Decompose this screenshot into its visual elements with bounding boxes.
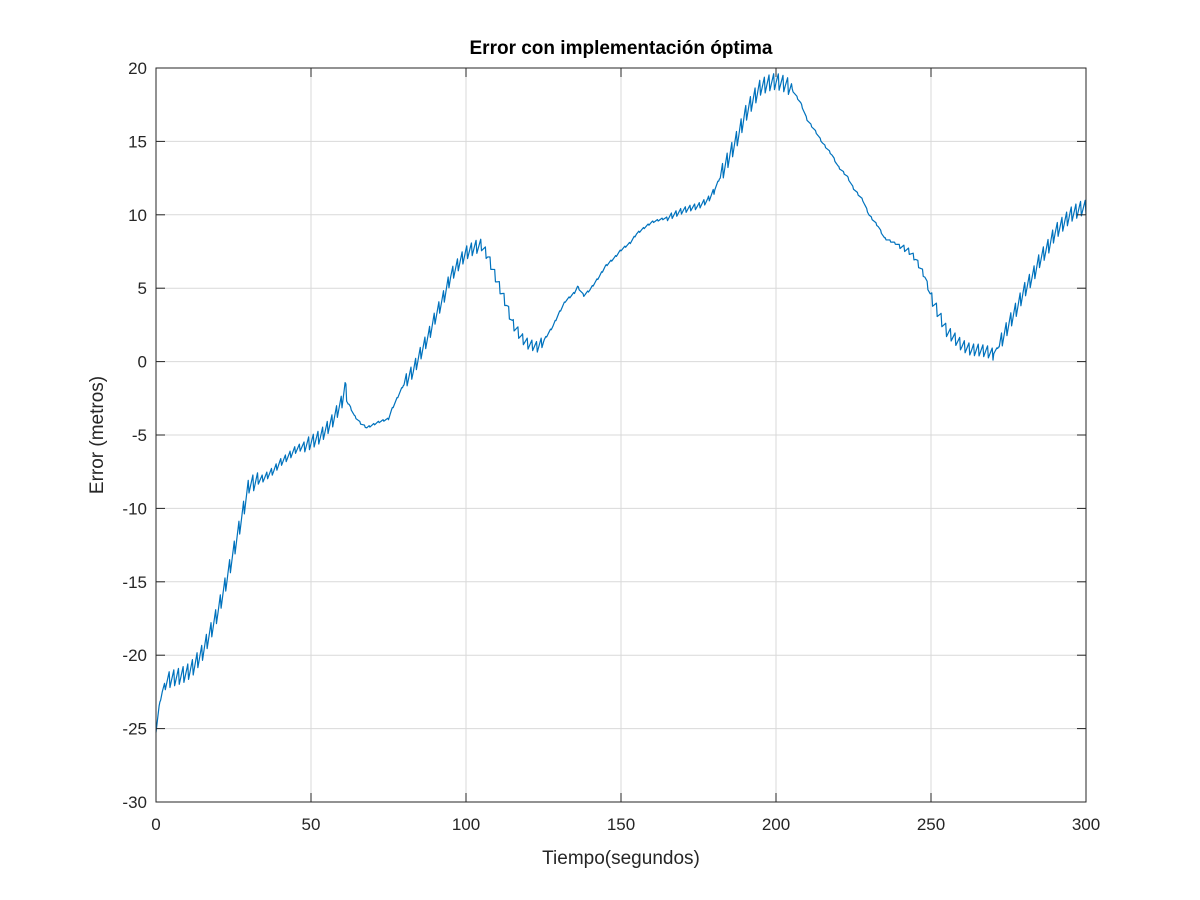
y-tick-label: 10 [128, 206, 147, 225]
y-tick-label: 20 [128, 59, 147, 78]
y-axis-label: Error (metros) [87, 376, 108, 494]
x-tick-label: 50 [302, 815, 321, 834]
error-series-line [155, 73, 1087, 733]
x-tick-label: 250 [917, 815, 945, 834]
y-tick-label: -5 [132, 426, 147, 445]
y-tick-label: 15 [128, 132, 147, 151]
x-tick-label: 300 [1072, 815, 1100, 834]
x-tick-label: 100 [452, 815, 480, 834]
y-tick-label: -20 [122, 646, 147, 665]
y-tick-label: -15 [122, 573, 147, 592]
tick-marks [155, 67, 1087, 803]
y-tick-label: -30 [122, 793, 147, 812]
y-tick-label: 5 [138, 279, 147, 298]
x-tick-label: 150 [607, 815, 635, 834]
y-tick-labels: 20 15 10 5 0 -5 -10 -15 -20 -25 -30 [122, 59, 147, 812]
data-series [155, 73, 1087, 733]
y-tick-label: -25 [122, 720, 147, 739]
y-tick-label: 0 [138, 353, 147, 372]
y-tick-label: -10 [122, 499, 147, 518]
x-tick-label: 0 [151, 815, 160, 834]
chart-title: Error con implementación óptima [470, 38, 773, 59]
x-tick-labels: 0 50 100 150 200 250 300 [151, 815, 1100, 834]
x-axis-label: Tiempo(segundos) [542, 848, 700, 869]
x-tick-label: 200 [762, 815, 790, 834]
